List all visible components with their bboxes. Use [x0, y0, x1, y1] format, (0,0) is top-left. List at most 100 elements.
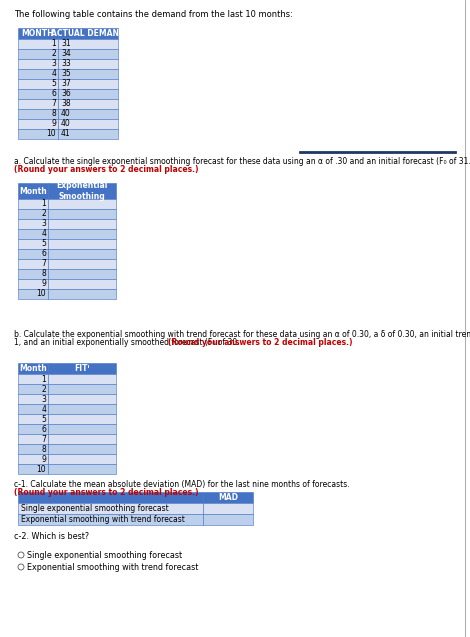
Bar — [58, 69, 118, 79]
Bar — [48, 183, 116, 199]
Text: Single exponential smoothing forecast: Single exponential smoothing forecast — [27, 550, 182, 559]
Text: Exponential smoothing with trend forecast: Exponential smoothing with trend forecas… — [21, 515, 185, 524]
Bar — [18, 49, 58, 59]
Bar — [18, 514, 203, 525]
Text: The following table contains the demand from the last 10 months:: The following table contains the demand … — [14, 10, 293, 19]
Bar — [18, 434, 48, 444]
Bar — [18, 269, 48, 279]
Text: 10: 10 — [36, 289, 46, 299]
Bar — [18, 239, 48, 249]
Text: 1, and an initial exponentially smoothed forecast (F₀ of 30.: 1, and an initial exponentially smoothed… — [14, 338, 240, 347]
Bar — [58, 119, 118, 129]
Text: 1: 1 — [51, 39, 56, 48]
Bar — [18, 39, 58, 49]
Bar — [58, 99, 118, 109]
Text: 34: 34 — [61, 50, 71, 59]
Text: 2: 2 — [51, 50, 56, 59]
Bar — [48, 424, 116, 434]
Text: 41: 41 — [61, 129, 70, 138]
Bar — [18, 28, 58, 39]
Bar — [18, 464, 48, 474]
Text: 2: 2 — [41, 210, 46, 218]
Text: c-1. Calculate the mean absolute deviation (MAD) for the last nine months of for: c-1. Calculate the mean absolute deviati… — [14, 480, 350, 489]
Text: 36: 36 — [61, 90, 71, 99]
Bar — [58, 59, 118, 69]
Bar — [48, 289, 116, 299]
Bar — [18, 129, 58, 139]
Text: 6: 6 — [51, 90, 56, 99]
Bar — [48, 374, 116, 384]
Bar — [203, 503, 253, 514]
Bar — [48, 394, 116, 404]
Text: 1: 1 — [41, 199, 46, 208]
Bar — [18, 59, 58, 69]
Text: 6: 6 — [41, 424, 46, 434]
Bar — [48, 279, 116, 289]
Bar — [48, 219, 116, 229]
Bar — [48, 363, 116, 374]
Text: (Round your answers to 2 decimal places.): (Round your answers to 2 decimal places.… — [14, 165, 198, 174]
Bar — [18, 289, 48, 299]
Text: 10: 10 — [47, 129, 56, 138]
Text: 10: 10 — [36, 464, 46, 473]
Text: 7: 7 — [41, 434, 46, 443]
Bar — [18, 109, 58, 119]
Circle shape — [18, 564, 24, 570]
Text: (Round your answers to 2 decimal places.): (Round your answers to 2 decimal places.… — [168, 338, 352, 347]
Bar — [58, 79, 118, 89]
Text: 4: 4 — [41, 404, 46, 413]
Text: 31: 31 — [61, 39, 70, 48]
Bar — [48, 414, 116, 424]
Text: 8: 8 — [51, 110, 56, 118]
Circle shape — [18, 552, 24, 558]
Bar — [18, 119, 58, 129]
Bar — [18, 249, 48, 259]
Text: Exponential
Smoothing: Exponential Smoothing — [56, 182, 108, 201]
Bar — [18, 444, 48, 454]
Text: 3: 3 — [51, 59, 56, 69]
Bar — [18, 414, 48, 424]
Bar — [48, 444, 116, 454]
Bar — [48, 249, 116, 259]
Bar — [18, 424, 48, 434]
Text: MONTH: MONTH — [22, 29, 55, 38]
Text: 3: 3 — [41, 394, 46, 403]
Bar — [18, 99, 58, 109]
Bar — [18, 89, 58, 99]
Text: c-2. Which is best?: c-2. Which is best? — [14, 532, 89, 541]
Bar — [18, 69, 58, 79]
Text: b. Calculate the exponential smoothing with trend forecast for these data using : b. Calculate the exponential smoothing w… — [14, 330, 470, 339]
Text: 9: 9 — [51, 120, 56, 129]
Bar — [48, 259, 116, 269]
Bar — [18, 503, 203, 514]
Bar — [48, 269, 116, 279]
Bar — [18, 79, 58, 89]
Text: (Round your answers to 2 decimal places.): (Round your answers to 2 decimal places.… — [14, 488, 198, 497]
Bar — [18, 183, 48, 199]
Text: 4: 4 — [51, 69, 56, 78]
Text: 40: 40 — [61, 110, 71, 118]
Bar — [203, 514, 253, 525]
Text: 4: 4 — [41, 229, 46, 238]
Text: Single exponential smoothing forecast: Single exponential smoothing forecast — [21, 504, 169, 513]
Text: 38: 38 — [61, 99, 70, 108]
Text: 5: 5 — [41, 240, 46, 248]
Bar — [58, 129, 118, 139]
Text: 3: 3 — [41, 220, 46, 229]
Bar — [58, 109, 118, 119]
Bar — [48, 239, 116, 249]
Text: 1: 1 — [41, 375, 46, 383]
Bar — [18, 363, 48, 374]
Bar — [48, 229, 116, 239]
Bar — [48, 199, 116, 209]
Bar — [18, 374, 48, 384]
Bar — [203, 492, 253, 503]
Text: 40: 40 — [61, 120, 71, 129]
Bar — [18, 394, 48, 404]
Bar — [18, 492, 203, 503]
Bar — [58, 28, 118, 39]
Bar — [58, 89, 118, 99]
Bar — [18, 199, 48, 209]
Text: Exponential smoothing with trend forecast: Exponential smoothing with trend forecas… — [27, 562, 198, 571]
Bar — [18, 209, 48, 219]
